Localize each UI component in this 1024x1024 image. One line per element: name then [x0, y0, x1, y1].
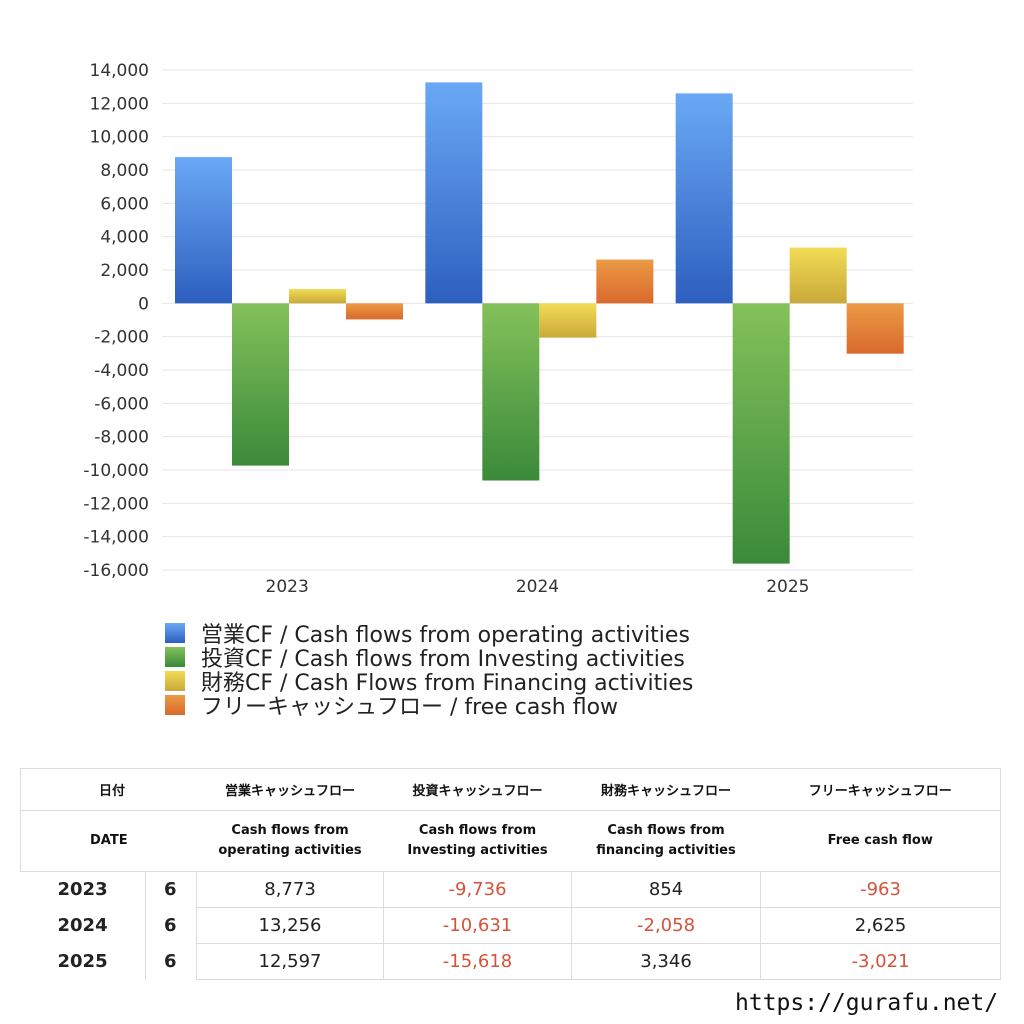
header-date-en: DATE — [19, 810, 197, 872]
legend-item-operating: 営業CF / Cash flows from operating activit… — [165, 621, 693, 648]
bar-investing-2025 — [732, 303, 790, 564]
y-tick-label: 6,000 — [100, 194, 149, 214]
cell-operating: 13,256 — [196, 907, 385, 944]
header-investing-en: Cash flows from Investing activities — [383, 810, 572, 872]
cell-free: -963 — [760, 871, 1002, 908]
y-tick-label: -14,000 — [83, 528, 149, 548]
bar-financing-2025 — [789, 247, 847, 304]
y-axis-ticks: 14,000 12,000 10,000 8,000 6,000 4,000 2,000 0 -… — [83, 61, 149, 581]
table-header-jp: 日付 営業キャッシュフロー 投資キャッシュフロー 財務キャッシュフロー フリーキ… — [19, 768, 1002, 811]
bar-free-2025 — [846, 303, 904, 354]
y-tick-label: -12,000 — [83, 494, 149, 514]
cash-flow-bar-chart: 14,000 12,000 10,000 8,000 6,000 4,000 2,000 0 -… — [83, 61, 913, 597]
row-month: 6 — [144, 943, 198, 980]
row-month: 6 — [144, 907, 198, 944]
header-financing-en-text: Cash flows from financing activities — [596, 823, 736, 858]
cell-financing: -2,058 — [571, 907, 762, 944]
source-url[interactable]: https://gurafu.net/ — [735, 990, 999, 1016]
y-tick-label: -2,000 — [94, 328, 149, 348]
header-operating-en: Cash flows from operating activities — [196, 810, 384, 872]
y-tick-label: 10,000 — [90, 128, 149, 148]
y-tick-label: -10,000 — [83, 461, 149, 481]
cell-investing: -15,618 — [383, 943, 573, 980]
header-investing-en-text: Cash flows from Investing activities — [407, 823, 548, 858]
x-tick-label: 2025 — [766, 577, 809, 597]
row-year: 2024 — [57, 915, 108, 936]
header-investing-jp: 投資キャッシュフロー — [383, 768, 572, 811]
header-financing-en: Cash flows from financing activities — [571, 810, 761, 872]
y-tick-label: 0 — [138, 294, 149, 314]
bar-free-2023 — [346, 303, 403, 320]
legend-item-investing: 投資CF / Cash flows from Investing activit… — [165, 645, 693, 672]
cell-operating: 8,773 — [196, 871, 385, 908]
bar-free-2024 — [596, 259, 654, 304]
x-tick-label: 2024 — [516, 577, 559, 597]
header-free-en: Free cash flow — [760, 810, 1002, 872]
bar-investing-2024 — [482, 303, 540, 481]
legend-label-financing: 財務CF / Cash Flows from Financing activit… — [201, 671, 694, 696]
y-tick-label: -8,000 — [94, 428, 149, 448]
header-financing-jp: 財務キャッシュフロー — [571, 768, 761, 811]
legend-label-investing: 投資CF / Cash flows from Investing activit… — [201, 647, 685, 672]
legend-swatch-financing — [165, 671, 185, 691]
legend-item-financing: 財務CF / Cash Flows from Financing activit… — [165, 669, 693, 696]
legend-item-free: フリーキャッシュフロー / free cash flow — [165, 693, 693, 720]
table-row: 2023 6 8,773 -9,736 854 -963 — [21, 871, 1002, 908]
cell-investing: -9,736 — [383, 871, 573, 908]
cell-investing: -10,631 — [383, 907, 573, 944]
x-axis-ticks: 2023 2024 2025 — [266, 577, 810, 597]
row-year: 2023 — [57, 879, 108, 901]
cell-financing: 3,346 — [571, 943, 762, 980]
cell-operating: 12,597 — [196, 943, 385, 980]
y-tick-label: 12,000 — [90, 94, 149, 114]
header-free-jp: フリーキャッシュフロー — [760, 768, 1002, 811]
bar-investing-2023 — [232, 303, 289, 466]
legend-swatch-operating — [165, 623, 185, 643]
bars — [175, 82, 904, 564]
bar-financing-2023 — [289, 289, 346, 304]
x-tick-label: 2023 — [266, 577, 309, 597]
bar-operating-2024 — [425, 82, 483, 304]
bar-financing-2024 — [539, 303, 597, 338]
y-tick-label: 4,000 — [100, 228, 149, 248]
y-tick-label: 2,000 — [100, 261, 149, 281]
y-tick-label: -16,000 — [83, 561, 149, 581]
row-month: 6 — [144, 871, 198, 908]
header-operating-en-text: Cash flows from operating activities — [218, 823, 362, 858]
legend-label-operating: 営業CF / Cash flows from operating activit… — [201, 623, 690, 648]
y-tick-label: -6,000 — [94, 394, 149, 414]
legend-label-free: フリーキャッシュフロー / free cash flow — [201, 695, 619, 720]
bar-operating-2023 — [175, 157, 232, 304]
table-header-en: DATE Cash flows from operating activitie… — [19, 810, 1002, 872]
y-tick-label: 14,000 — [90, 61, 149, 81]
cell-free: 2,625 — [760, 907, 1002, 944]
header-operating-jp: 営業キャッシュフロー — [196, 768, 384, 811]
y-tick-label: -4,000 — [94, 361, 149, 381]
cell-free: -3,021 — [760, 943, 1002, 980]
y-tick-label: 8,000 — [100, 161, 149, 181]
header-date-jp: 日付 — [19, 768, 197, 811]
row-year: 2025 — [57, 951, 108, 972]
table-row: 2024 6 13,256 -10,631 -2,058 2,625 — [21, 907, 1002, 944]
cell-financing: 854 — [571, 871, 762, 908]
legend-swatch-free — [165, 695, 185, 715]
legend-swatch-investing — [165, 647, 185, 667]
table-row: 2025 6 12,597 -15,618 3,346 -3,021 — [21, 943, 1002, 980]
legend: 営業CF / Cash flows from operating activit… — [165, 621, 693, 720]
cash-flow-table: 日付 営業キャッシュフロー 投資キャッシュフロー 財務キャッシュフロー フリーキ… — [19, 768, 1002, 980]
bar-operating-2025 — [675, 93, 733, 304]
